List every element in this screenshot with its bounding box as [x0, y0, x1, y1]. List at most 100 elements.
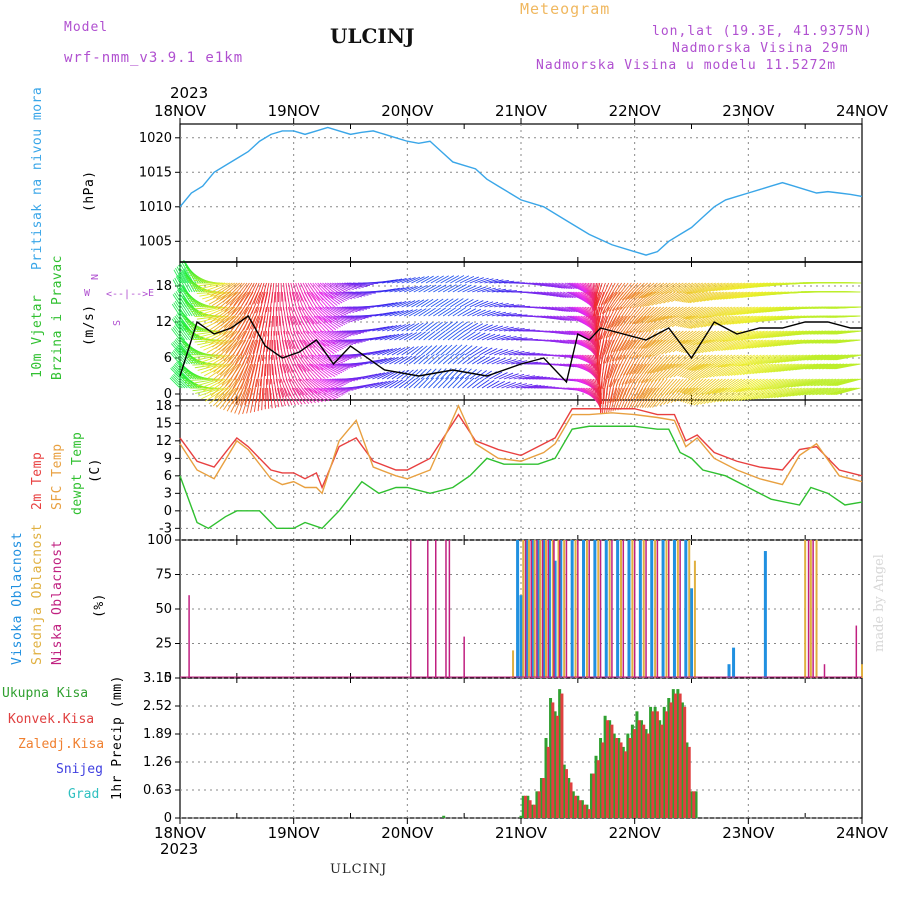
- wind-arrow: [506, 382, 522, 389]
- wind-arrow: [617, 306, 632, 327]
- wind-arrow: [739, 363, 764, 376]
- wind-arrow: [340, 291, 359, 299]
- convective-rain-bar: [528, 800, 532, 818]
- wind-arrow: [623, 306, 639, 326]
- y-tick-label: 1020: [139, 131, 172, 146]
- wind-arrow: [712, 282, 736, 292]
- wind-arrow: [175, 324, 188, 341]
- y-tick-label: 25: [155, 637, 172, 652]
- y-tick-label: 2.52: [143, 699, 172, 714]
- wind-arrow: [705, 306, 730, 318]
- wind-arrow: [237, 282, 253, 306]
- wind-arrow: [333, 291, 349, 300]
- wind-arrow: [276, 291, 278, 312]
- wind-arrow: [650, 378, 668, 399]
- wind-arrow: [344, 282, 364, 288]
- wind-arrow: [496, 289, 512, 293]
- wind-arrow: [177, 297, 191, 317]
- wind-arrow: [701, 282, 726, 293]
- wind-arrow: [301, 363, 315, 381]
- wind-arrow: [674, 387, 689, 403]
- wind-arrow: [789, 387, 816, 397]
- wind-arrow: [464, 322, 479, 332]
- wind-arrow: [749, 387, 773, 400]
- wind-arrow: [420, 298, 434, 308]
- wind-arrow: [328, 315, 346, 326]
- wind-arrow: [607, 282, 623, 304]
- wind-arrow: [467, 308, 482, 317]
- y-tick-label: 1005: [139, 234, 172, 249]
- wind-arrow: [665, 378, 681, 396]
- wind-arrow: [496, 335, 512, 341]
- wind-arrow: [800, 378, 827, 387]
- wind-arrow: [367, 349, 386, 356]
- wind-arrow: [739, 339, 764, 350]
- wind-arrow: [379, 380, 395, 389]
- wind-arrow: [694, 282, 720, 294]
- wind-arrow: [435, 321, 448, 332]
- wind-arrow: [663, 291, 682, 304]
- convective-rain-bar: [664, 711, 668, 818]
- wind-arrow: [722, 387, 744, 402]
- wind-arrow: [320, 291, 338, 306]
- wind-arrow: [319, 378, 340, 389]
- wind-arrow: [401, 323, 415, 332]
- wind-arrow: [325, 339, 344, 350]
- wind-arrow: [650, 363, 670, 383]
- wind-arrow: [817, 378, 843, 387]
- wind-arrow: [374, 357, 392, 365]
- wind-arrow: [561, 354, 576, 359]
- wind-arrow: [191, 378, 216, 381]
- wind-arrow: [391, 324, 406, 332]
- wind-arrow: [636, 339, 653, 358]
- wind-arrow: [430, 321, 443, 332]
- wind-arrow: [276, 387, 283, 407]
- wind-arrow: [367, 372, 385, 380]
- y-tick-label: 9: [164, 451, 172, 466]
- wind-arrow: [226, 354, 243, 379]
- wind-arrow: [330, 315, 348, 324]
- wind-arrow: [808, 387, 835, 396]
- wind-arrow: [327, 282, 344, 294]
- wind-arrow: [180, 294, 195, 317]
- wind-arrow: [285, 330, 292, 350]
- wind-arrow: [662, 330, 681, 346]
- wind-arrow: [678, 306, 697, 319]
- wind-arrow: [382, 279, 398, 284]
- wind-arrow: [193, 279, 218, 284]
- wind-arrow: [627, 315, 644, 334]
- high-cloud-bar: [553, 560, 557, 678]
- wind-arrow: [202, 354, 226, 366]
- wind-arrow: [411, 299, 425, 308]
- wind-arrow: [630, 378, 642, 400]
- convective-rain-bar: [633, 729, 637, 818]
- wind-arrow: [481, 333, 496, 341]
- wind-arrow: [291, 363, 302, 382]
- wind-arrow: [625, 339, 640, 360]
- wind-arrow: [294, 387, 306, 405]
- wind-arrow: [681, 378, 697, 394]
- wind-arrow: [170, 343, 182, 356]
- wind-arrow: [231, 291, 249, 316]
- wind-arrow: [730, 306, 755, 316]
- wind-arrow: [469, 323, 484, 332]
- wind-arrow: [332, 378, 350, 383]
- wind-arrow: [308, 315, 324, 333]
- wind-arrow: [321, 387, 341, 398]
- wind-arrow: [719, 306, 743, 317]
- wind-arrow: [391, 370, 405, 380]
- wind-arrow: [440, 298, 454, 308]
- low-cloud-bar: [541, 540, 544, 678]
- wind-arrow: [624, 282, 642, 300]
- wind-arrow: [499, 280, 515, 284]
- wind-arrow: [679, 330, 697, 344]
- total-rain-bar: [594, 755, 598, 818]
- wind-arrow: [494, 280, 509, 284]
- wind-arrow: [553, 315, 569, 321]
- mid-cloud-bar: [539, 540, 542, 678]
- wind-arrow: [765, 387, 790, 399]
- wind-arrow: [703, 387, 725, 405]
- wind-arrow: [712, 306, 736, 318]
- wind-arrow: [556, 291, 572, 299]
- wind-arrow: [614, 354, 626, 377]
